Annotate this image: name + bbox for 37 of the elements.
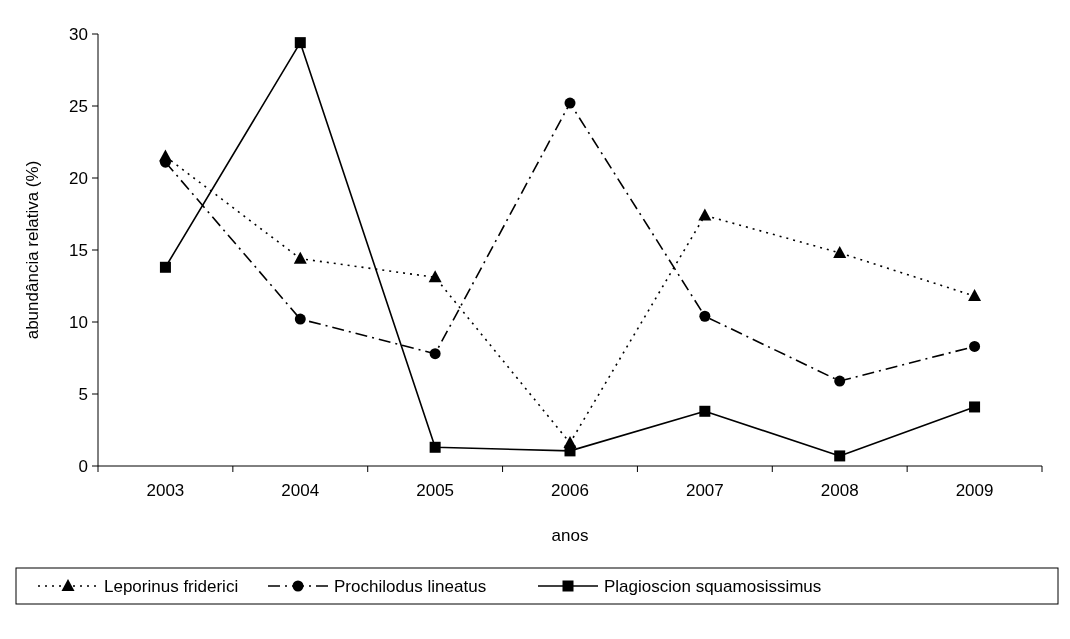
y-tick-label: 5 bbox=[78, 384, 88, 404]
x-axis-title: anos bbox=[551, 526, 589, 545]
point bbox=[969, 401, 981, 413]
y-tick-label: 0 bbox=[78, 456, 88, 476]
point bbox=[429, 441, 441, 453]
x-tick-label: 2005 bbox=[416, 481, 455, 500]
point bbox=[293, 251, 307, 264]
x-tick-label: 2006 bbox=[551, 481, 589, 500]
x-tick-label: 2009 bbox=[955, 481, 994, 500]
point bbox=[428, 270, 442, 283]
point bbox=[699, 405, 711, 417]
y-tick-label: 30 bbox=[69, 24, 88, 44]
point bbox=[294, 37, 306, 49]
point bbox=[834, 375, 846, 387]
legend-label: Leporinus friderici bbox=[104, 576, 239, 596]
x-tick-label: 2003 bbox=[146, 481, 185, 500]
y-axis-title: abundância relativa (%) bbox=[23, 160, 42, 340]
x-tick-label: 2008 bbox=[820, 481, 859, 500]
x-tick-label: 2007 bbox=[685, 481, 724, 500]
point bbox=[834, 450, 846, 462]
point bbox=[564, 97, 576, 109]
legend-label: Prochilodus lineatus bbox=[334, 576, 487, 596]
point bbox=[698, 208, 712, 221]
point bbox=[564, 445, 576, 457]
point bbox=[968, 289, 982, 302]
y-tick-label: 20 bbox=[69, 168, 88, 188]
point bbox=[969, 340, 981, 352]
y-tick-label: 25 bbox=[69, 96, 88, 116]
point bbox=[699, 310, 711, 322]
y-tick-label: 15 bbox=[69, 240, 88, 260]
point bbox=[159, 261, 171, 273]
point bbox=[833, 245, 847, 258]
x-tick-label: 2004 bbox=[281, 481, 320, 500]
point bbox=[429, 348, 441, 360]
legend-label: Plagioscion squamosissimus bbox=[604, 576, 822, 596]
point bbox=[294, 313, 306, 325]
y-tick-label: 10 bbox=[69, 312, 88, 332]
